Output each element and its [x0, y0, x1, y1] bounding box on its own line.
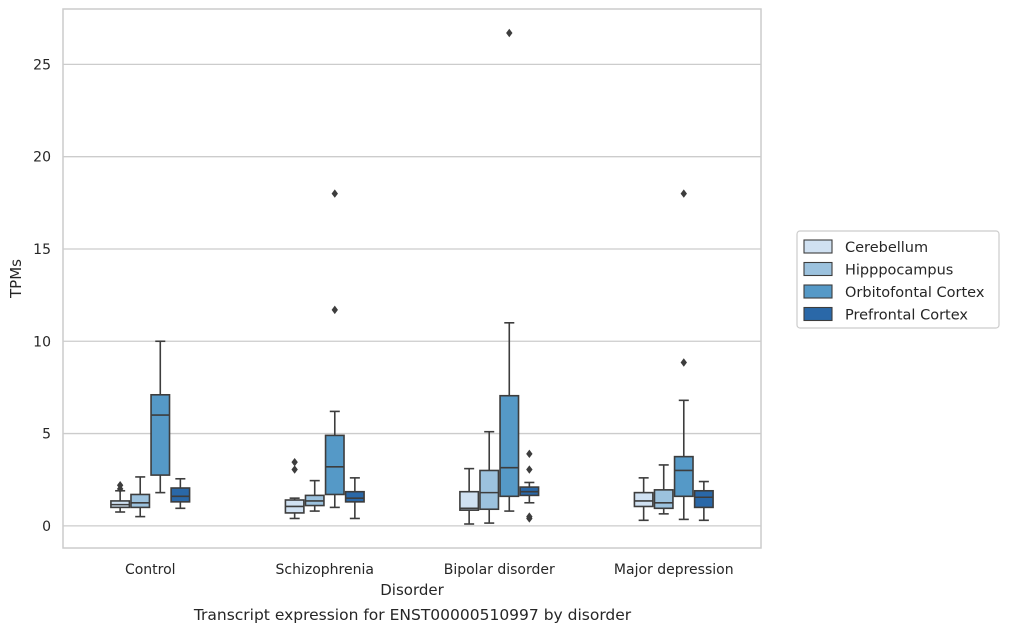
outlier-point	[291, 457, 298, 467]
box-iqr	[693, 489, 714, 509]
grid-lines	[63, 63, 761, 527]
box-1-0	[284, 457, 305, 520]
box-iqr	[633, 491, 654, 508]
x-tick-label: Bipolar disorder	[444, 562, 555, 578]
x-tick-labels: Control Schizophrenia Bipolar disorder Majo…	[125, 562, 734, 578]
legend-frame	[796, 230, 1000, 329]
x-tick-label: Major depression	[614, 562, 734, 578]
box-iqr	[170, 487, 191, 503]
box-3-2	[673, 189, 694, 521]
box-iqr	[499, 394, 520, 498]
outlier-point	[506, 28, 513, 38]
legend: Cerebellum Hipppocampus Orbitofontal Corte…	[796, 230, 1000, 329]
legend-label: Prefrontal Cortex	[845, 308, 968, 324]
box-1-3	[344, 477, 365, 520]
plot-frame	[62, 8, 762, 549]
y-tick-label: 15	[33, 242, 51, 258]
legend-swatch	[803, 306, 833, 322]
y-tick-label: 5	[42, 427, 51, 443]
legend-swatch	[803, 284, 833, 299]
y-tick-label: 0	[42, 519, 51, 535]
box-3-3	[693, 480, 714, 522]
y-tick-labels: 0 5 10 15 20 25	[33, 57, 51, 534]
box-iqr	[130, 493, 151, 509]
box-0-2	[150, 340, 171, 494]
box-3-1	[653, 464, 674, 515]
outlier-point	[291, 465, 298, 474]
y-tick-label: 20	[33, 150, 51, 166]
x-tick-label: Control	[125, 562, 176, 578]
box-iqr	[653, 489, 674, 510]
box-iqr	[150, 393, 171, 476]
box-0-0	[110, 481, 131, 513]
x-axis-label: Disorder	[380, 581, 444, 599]
box-0-3	[170, 477, 191, 510]
y-tick-label: 25	[33, 57, 51, 73]
outlier-point	[526, 512, 533, 521]
outlier-point	[526, 449, 533, 459]
outlier-point	[680, 189, 687, 198]
box-2-3	[519, 449, 540, 523]
box-3-0	[633, 477, 654, 522]
legend-label: Cerebellum	[845, 240, 928, 256]
outlier-point	[526, 465, 533, 474]
box-iqr	[344, 490, 365, 503]
x-tick-label: Schizophrenia	[276, 562, 374, 578]
box-iqr	[673, 455, 694, 498]
box-2-0	[459, 467, 480, 525]
legend-swatch	[803, 261, 833, 277]
y-tick-label: 10	[33, 334, 51, 350]
outlier-point	[331, 305, 338, 315]
box-2-1	[479, 430, 500, 524]
box-2-2	[499, 28, 520, 512]
y-axis-label: TPMs	[7, 259, 25, 299]
outlier-point	[680, 358, 687, 367]
outlier-point	[331, 189, 338, 198]
box-iqr	[324, 434, 345, 496]
box-0-1	[130, 476, 151, 518]
box-iqr	[479, 469, 500, 511]
box-1-1	[304, 479, 325, 512]
legend-label: Orbitofontal Cortex	[845, 285, 985, 301]
legend-label: Hipppocampus	[845, 263, 953, 279]
box-iqr	[459, 490, 480, 511]
boxes	[110, 28, 714, 525]
legend-swatch	[803, 239, 833, 254]
chart-caption: Transcript expression for ENST0000051099…	[193, 606, 632, 624]
box-1-2	[324, 189, 345, 509]
outlier-point	[116, 481, 124, 490]
